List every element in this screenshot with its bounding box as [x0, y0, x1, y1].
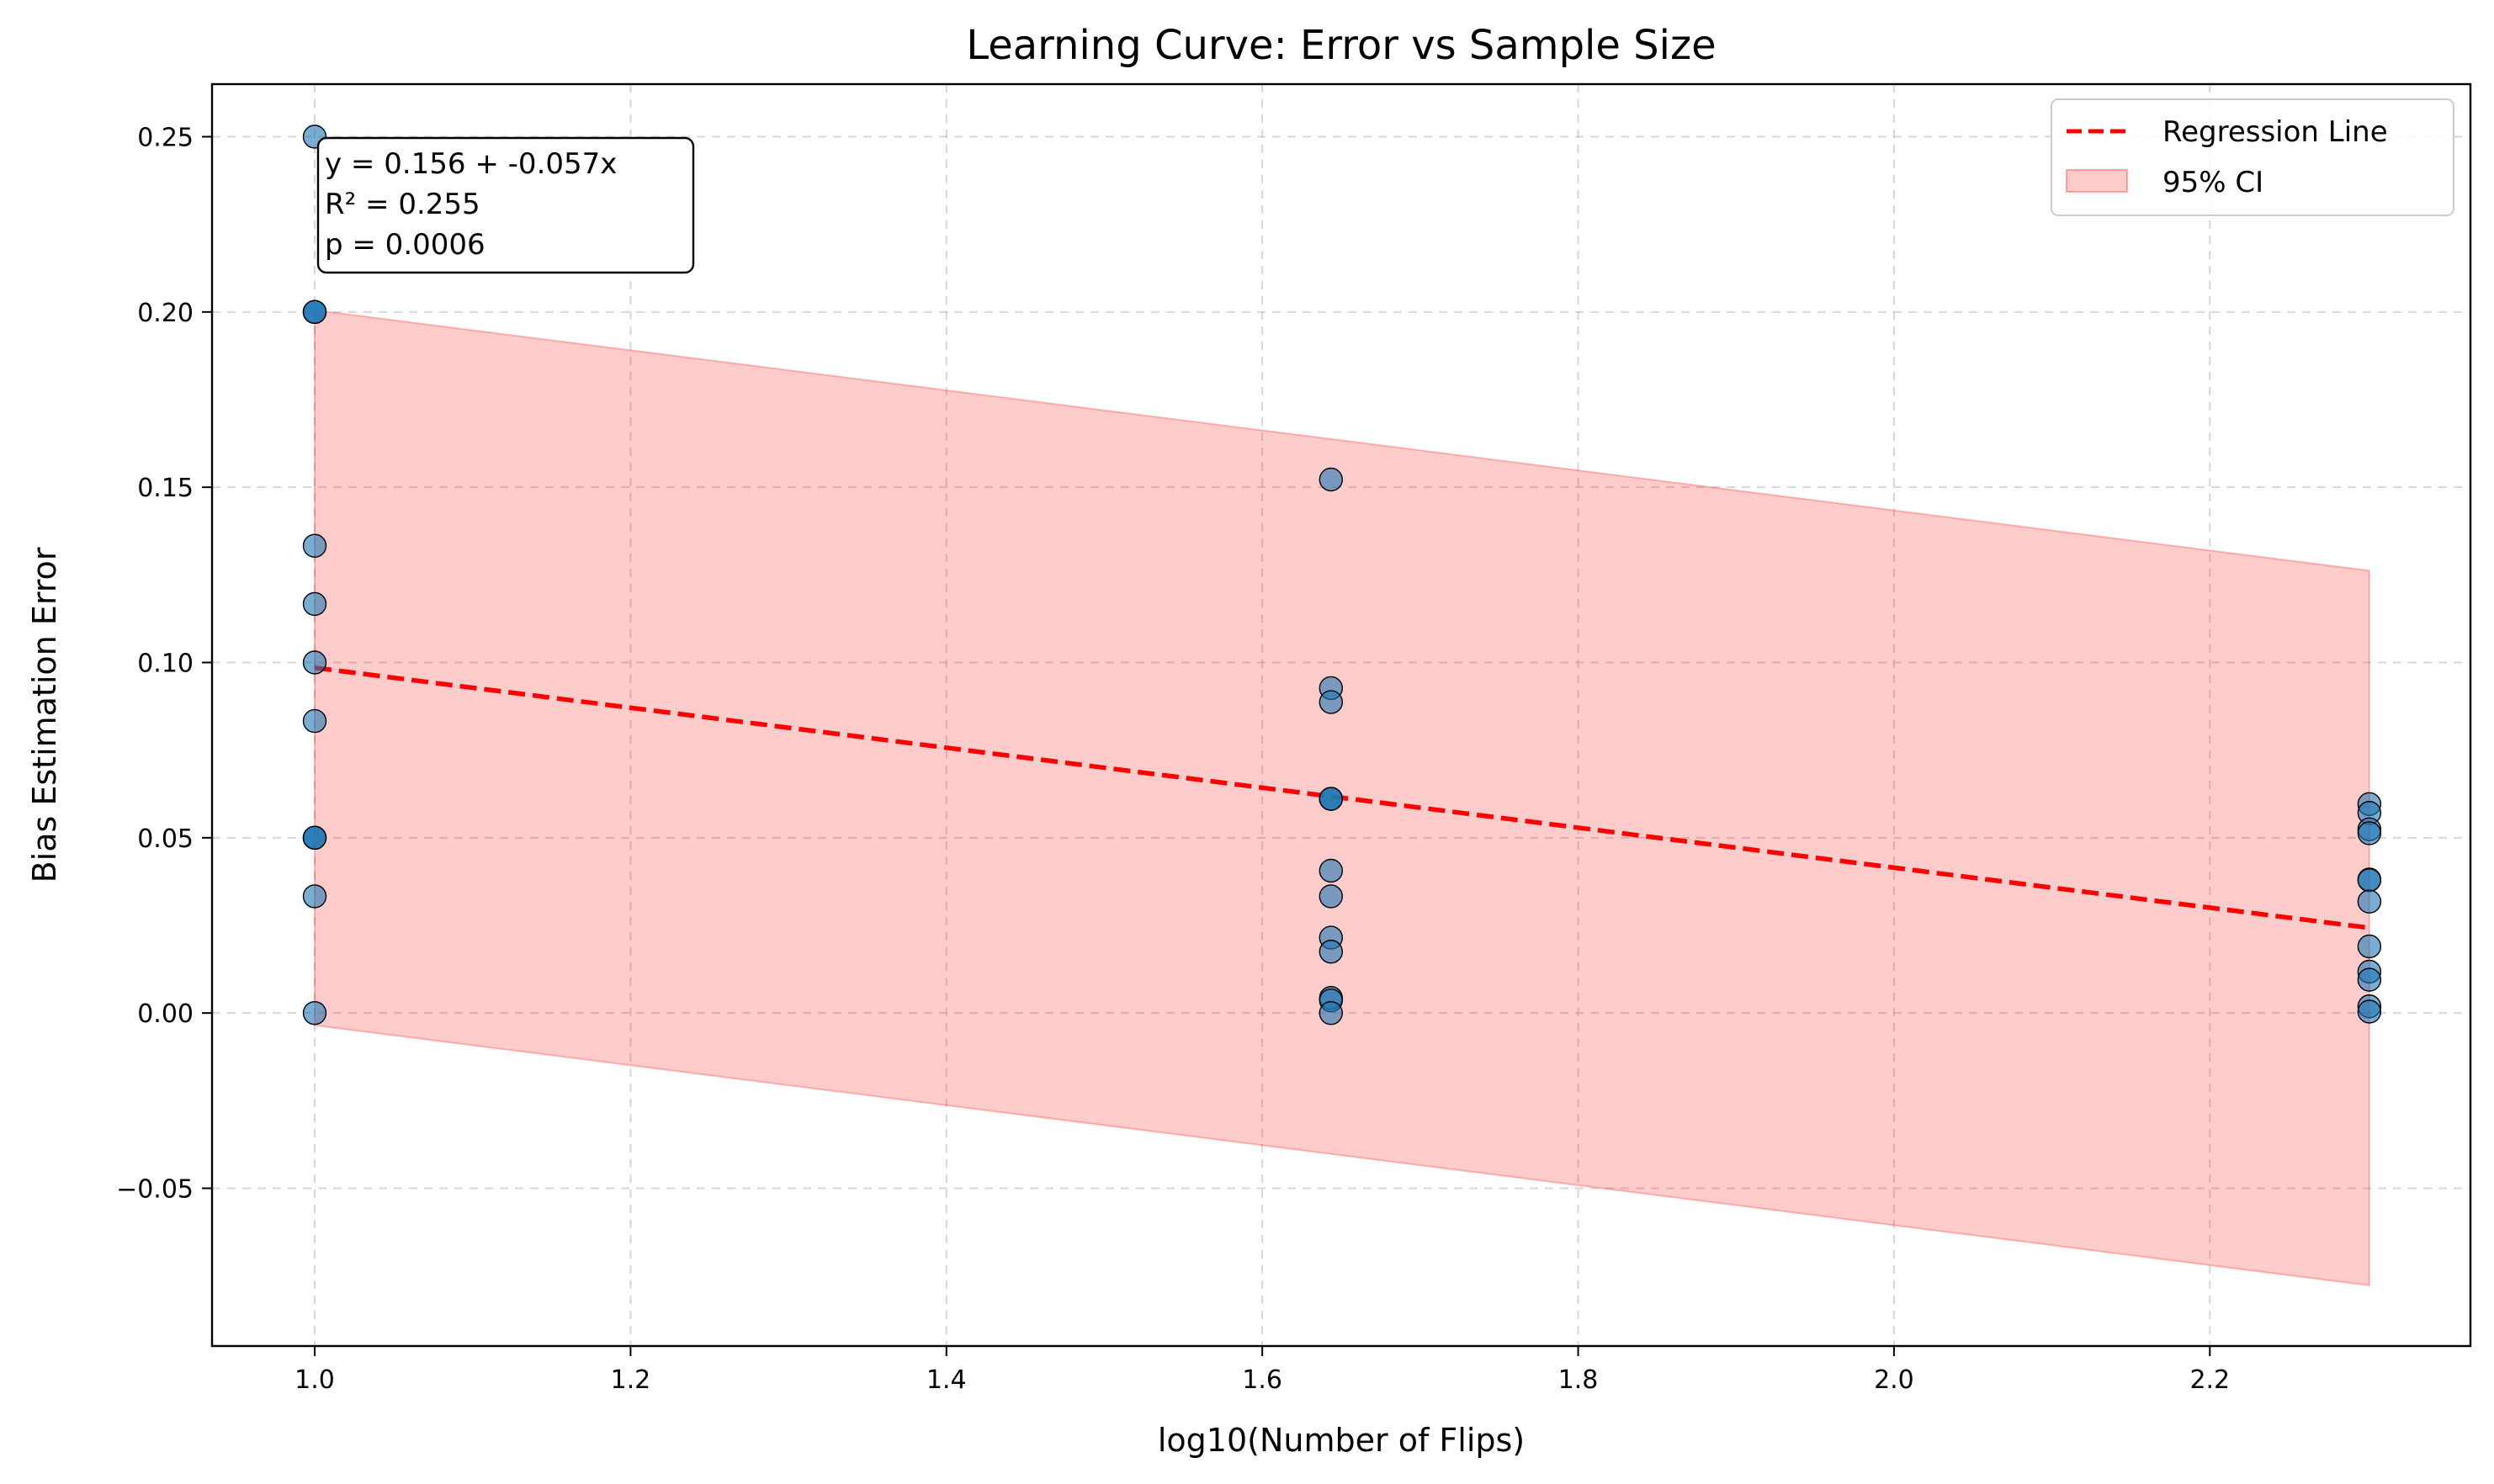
legend-ci-label: 95% CI — [2162, 166, 2263, 199]
legend-ci-swatch — [2066, 169, 2128, 193]
y-tick-label: −0.05 — [116, 1175, 194, 1205]
data-point — [1319, 1000, 1344, 1026]
data-point — [2357, 967, 2382, 992]
data-point — [1319, 858, 1344, 883]
y-tick-label: 0.00 — [137, 999, 194, 1029]
data-point — [302, 299, 327, 325]
x-tick-label: 1.6 — [1242, 1365, 1282, 1395]
x-tick-label: 2.0 — [1874, 1365, 1914, 1395]
data-point — [2357, 889, 2382, 914]
data-point — [1319, 690, 1344, 714]
data-point — [2357, 868, 2382, 893]
x-tick-label: 1.4 — [926, 1365, 967, 1395]
annotation-r-squared: R² = 0.255 — [325, 188, 480, 221]
y-tick-label: 0.10 — [137, 649, 194, 679]
x-tick-label: 1.2 — [611, 1365, 651, 1395]
annotation-frame — [316, 136, 695, 274]
legend-regression-line-label: Regression Line — [2162, 115, 2388, 149]
x-axis-label: log10(Number of Flips) — [1158, 1422, 1525, 1459]
annotation-equation: y = 0.156 + -0.057x — [325, 147, 617, 181]
data-point — [302, 884, 327, 909]
data-point — [302, 533, 327, 558]
data-point — [2357, 821, 2382, 845]
plot-frame — [210, 82, 2472, 1348]
y-tick-label: 0.05 — [137, 824, 194, 854]
data-point — [302, 650, 327, 675]
y-axis-label: Bias Estimation Error — [26, 547, 63, 882]
data-point — [2357, 934, 2382, 959]
legend-frame — [2051, 98, 2454, 216]
data-point — [2357, 999, 2382, 1024]
x-tick-label: 1.8 — [1558, 1365, 1599, 1395]
data-point — [302, 708, 327, 734]
data-point — [1319, 467, 1344, 492]
data-point — [302, 1000, 327, 1026]
data-point — [302, 591, 327, 617]
y-axis-ticks: −0.05 0.00 0.05 0.10 0.15 0.20 0.25 — [116, 124, 212, 1205]
x-tick-label: 2.2 — [2189, 1365, 2230, 1395]
data-point — [1319, 787, 1344, 811]
legend: Regression Line 95% CI — [2051, 98, 2454, 216]
annotation-box: y = 0.156 + -0.057x R² = 0.255 p = 0.000… — [316, 136, 695, 274]
chart-title: Learning Curve: Error vs Sample Size — [966, 22, 1716, 69]
data-point — [302, 825, 327, 851]
data-point — [1319, 940, 1344, 964]
annotation-p-value: p = 0.0006 — [325, 228, 486, 262]
y-tick-label: 0.25 — [137, 124, 194, 153]
y-tick-label: 0.15 — [137, 474, 194, 503]
data-points-layer — [302, 125, 2382, 1026]
y-tick-label: 0.20 — [137, 299, 194, 328]
x-axis-ticks: 1.0 1.2 1.4 1.6 1.8 2.0 2.2 — [295, 1346, 2230, 1395]
x-tick-label: 1.0 — [295, 1365, 335, 1395]
data-point — [1319, 884, 1344, 909]
